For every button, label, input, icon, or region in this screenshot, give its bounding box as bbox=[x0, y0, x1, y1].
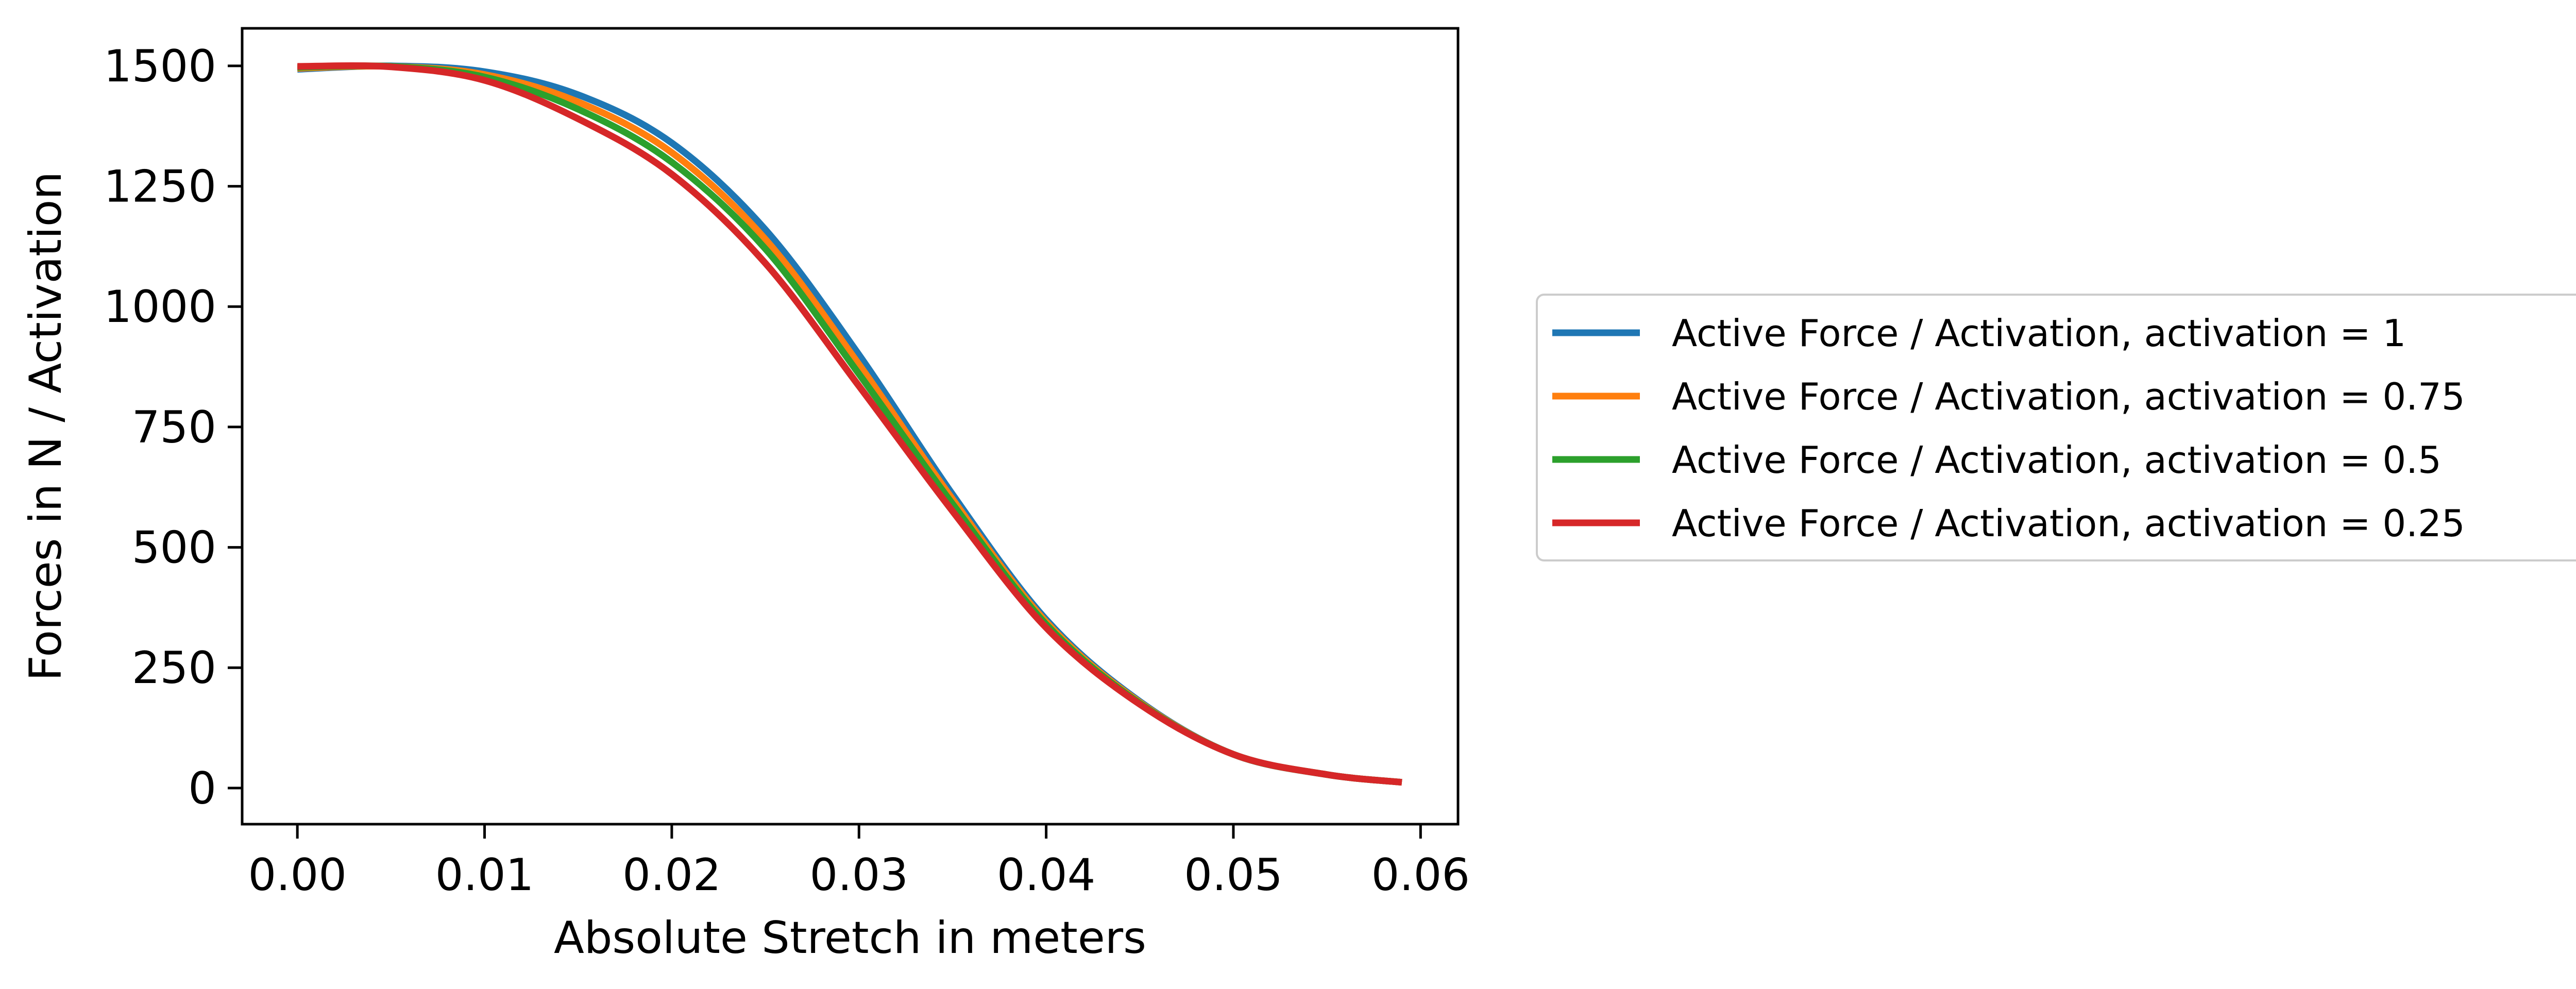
x-tick-label: 0.03 bbox=[810, 849, 908, 901]
y-tick-label: 1250 bbox=[104, 161, 216, 213]
x-axis: 0.00 0.01 0.02 0.03 0.04 0.05 0.06 bbox=[248, 824, 1470, 901]
y-tick-label: 250 bbox=[132, 642, 216, 694]
y-tick-label: 500 bbox=[132, 522, 216, 574]
y-axis-label: Forces in N / Activation bbox=[20, 172, 72, 681]
legend-label-3: Active Force / Activation, activation = … bbox=[1672, 438, 2442, 482]
x-tick-label: 0.06 bbox=[1371, 849, 1470, 901]
series-line-2 bbox=[297, 62, 1402, 786]
y-tick-label: 0 bbox=[188, 763, 216, 814]
legend-label-4: Active Force / Activation, activation = … bbox=[1672, 502, 2465, 545]
legend-label-2: Active Force / Activation, activation = … bbox=[1672, 375, 2465, 418]
x-tick-label: 0.00 bbox=[248, 849, 346, 901]
x-tick-label: 0.05 bbox=[1184, 849, 1282, 901]
legend-label-1: Active Force / Activation, activation = … bbox=[1672, 312, 2406, 355]
y-axis: 0 250 500 750 1000 1250 1500 bbox=[104, 41, 242, 814]
series-line-1 bbox=[297, 62, 1402, 786]
plot-area-frame bbox=[241, 27, 1460, 826]
x-axis-label: Absolute Stretch in meters bbox=[554, 912, 1146, 964]
series-line-4 bbox=[297, 62, 1402, 786]
series-layer bbox=[297, 62, 1402, 786]
x-tick-label: 0.04 bbox=[997, 849, 1095, 901]
y-tick-label: 1500 bbox=[104, 41, 216, 92]
series-line-3 bbox=[297, 62, 1402, 786]
y-tick-label: 1000 bbox=[104, 281, 216, 333]
legend: Active Force / Activation, activation = … bbox=[1536, 294, 2576, 561]
x-tick-label: 0.01 bbox=[435, 849, 534, 901]
x-tick-label: 0.02 bbox=[622, 849, 721, 901]
y-tick-label: 750 bbox=[132, 402, 216, 453]
legend-box bbox=[1536, 294, 2576, 561]
